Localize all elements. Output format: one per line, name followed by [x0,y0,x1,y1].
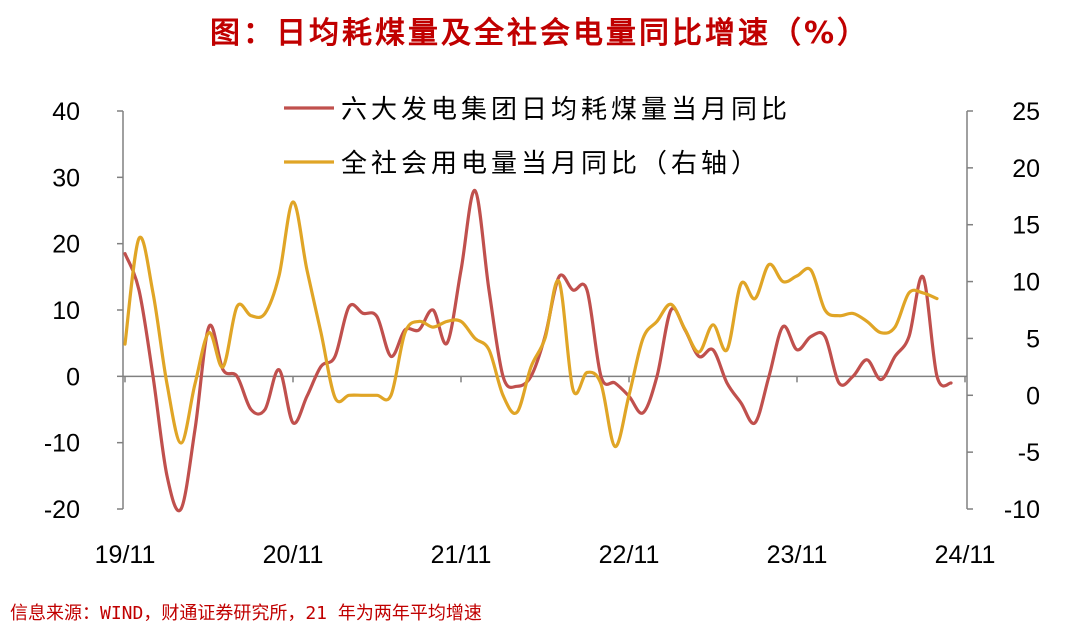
right-tick-label: -5 [1018,439,1040,467]
left-tick-label: -10 [44,430,80,458]
right-tick-label: 25 [1012,98,1040,126]
x-tick-label: 24/11 [935,541,996,569]
right-tick-label: 20 [1012,155,1040,183]
x-tick-label: 22/11 [599,541,660,569]
chart-series [123,188,953,513]
chart-title: 图：日均耗煤量及全社会电量同比增速（%） [209,16,871,51]
right-tick-label: 15 [1012,212,1040,240]
right-tick-label: 0 [1026,382,1040,410]
chart-axes: 40 30 20 10 0 -10 -20 25 20 15 10 5 0 -5 -10 19/11 20/11… [44,98,1040,569]
left-tick-label: 10 [52,297,80,325]
x-tick-label: 23/11 [767,541,828,569]
legend-label: 六大发电集团日均耗煤量当月同比 [341,95,791,125]
left-tick-label: -20 [44,496,80,524]
power-consumption-yoy-line [123,200,939,449]
source-note: 信息来源：WIND，财通证券研究所，21 年为两年平均增速 [10,603,482,624]
coal-consumption-yoy-line [123,188,953,513]
right-tick-label: -10 [1004,496,1040,524]
right-tick-label: 5 [1026,325,1040,353]
x-tick-label: 21/11 [431,541,492,569]
x-tick-label: 20/11 [263,541,324,569]
legend-label: 全社会用电量当月同比（右轴） [341,149,761,179]
left-tick-label: 20 [52,231,80,259]
left-tick-label: 30 [52,164,80,192]
x-tick-label: 19/11 [95,541,156,569]
left-tick-label: 40 [52,98,80,126]
left-tick-label: 0 [66,363,80,391]
right-tick-label: 10 [1012,269,1040,297]
line-chart: 40 30 20 10 0 -10 -20 25 20 15 10 5 0 -5 -10 19/11 20/11… [44,95,1040,569]
